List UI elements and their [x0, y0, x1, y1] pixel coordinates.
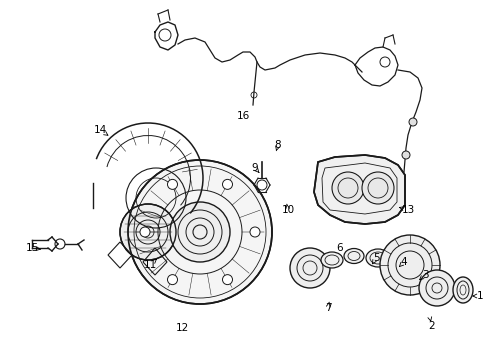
- Ellipse shape: [344, 248, 364, 264]
- Circle shape: [140, 227, 150, 237]
- Text: 12: 12: [175, 323, 189, 333]
- Text: 13: 13: [401, 205, 415, 215]
- Text: 15: 15: [25, 243, 39, 253]
- Text: 5: 5: [373, 253, 379, 263]
- Text: 6: 6: [337, 243, 343, 253]
- Circle shape: [419, 270, 455, 306]
- Circle shape: [168, 275, 177, 285]
- Circle shape: [250, 227, 260, 237]
- Text: 1: 1: [477, 291, 483, 301]
- Circle shape: [402, 151, 410, 159]
- Text: 4: 4: [401, 257, 407, 267]
- Circle shape: [332, 172, 364, 204]
- Circle shape: [222, 179, 232, 189]
- Text: 7: 7: [325, 303, 331, 313]
- Ellipse shape: [366, 249, 390, 267]
- Circle shape: [409, 118, 417, 126]
- Text: 16: 16: [236, 111, 249, 121]
- Circle shape: [362, 172, 394, 204]
- Text: 14: 14: [94, 125, 107, 135]
- Text: 3: 3: [422, 270, 428, 280]
- Circle shape: [290, 248, 330, 288]
- Text: 2: 2: [429, 321, 435, 331]
- Circle shape: [222, 275, 232, 285]
- Ellipse shape: [453, 277, 473, 303]
- Ellipse shape: [321, 252, 343, 268]
- Circle shape: [170, 202, 230, 262]
- Circle shape: [128, 160, 272, 304]
- Text: 8: 8: [275, 140, 281, 150]
- Circle shape: [380, 235, 440, 295]
- Text: 10: 10: [281, 205, 294, 215]
- Text: 9: 9: [252, 163, 258, 173]
- Polygon shape: [314, 155, 405, 224]
- Circle shape: [168, 179, 177, 189]
- Text: 11: 11: [144, 260, 157, 270]
- Circle shape: [120, 204, 176, 260]
